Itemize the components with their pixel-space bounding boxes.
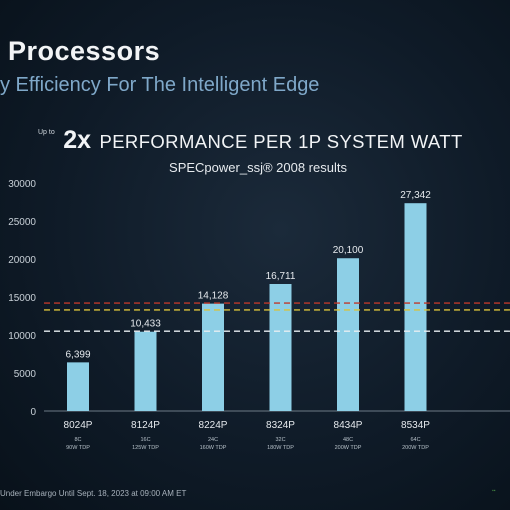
bar-value-label: 16,711 [266,271,296,282]
y-tick-label: 5000 [14,369,37,380]
bar [269,283,292,411]
bar-value-label: 6,399 [65,349,90,360]
y-tick-label: 10000 [8,331,36,342]
bar [337,258,359,411]
y-tick-label: 25000 [8,217,36,228]
bar [404,203,427,411]
x-tick-label: 8224P [199,420,228,431]
bar [67,362,89,411]
y-tick-label: 20000 [8,255,36,266]
x-tick-core-count: 64C [410,437,420,443]
chart-headline: Up to 2x PERFORMANCE PER 1P SYSTEM WATT [38,126,463,155]
bar-value-label: 10,433 [130,319,161,330]
x-tick-core-count: 32C [275,437,285,443]
x-tick-label: 8534P [401,420,430,431]
headline-multiplier: 2x [63,126,91,154]
headline-up-to: Up to [38,129,55,136]
chart-subtitle: SPECpower_ssj® 2008 results [169,160,347,175]
x-tick-label: 8324P [266,420,295,431]
embargo-notice: Under Embargo Until Sept. 18, 2023 at 09… [0,489,187,498]
bar [134,331,157,411]
x-tick-core-count: 48C [343,437,353,443]
slide-title: Processors [8,36,161,66]
x-tick-tdp: 200W TDP [335,445,362,451]
x-tick-tdp: 125W TDP [132,445,159,451]
x-tick-label: 8124P [131,420,160,431]
x-tick-core-count: 16C [140,437,150,443]
x-tick-label: 8434P [334,420,363,431]
y-tick-label: 0 [30,407,36,418]
bar-value-label: 14,128 [198,291,229,302]
x-tick-tdp: 90W TDP [66,445,90,451]
y-tick-label: 15000 [8,293,36,304]
headline-text: PERFORMANCE PER 1P SYSTEM WATT [99,131,463,152]
x-tick-core-count: 24C [208,437,218,443]
x-tick-tdp: 200W TDP [402,445,429,451]
x-tick-label: 8024P [64,420,93,431]
x-tick-core-count: 8C [74,437,81,443]
x-tick-tdp: 180W TDP [267,445,294,451]
corner-mark: ▪▪ [492,488,496,494]
bar-value-label: 27,342 [400,190,431,201]
y-tick-label: 30000 [8,179,36,190]
x-tick-tdp: 160W TDP [200,445,227,451]
bar-value-label: 20,100 [333,245,364,256]
slide-subtitle: y Efficiency For The Intelligent Edge [0,74,320,96]
bar [202,303,224,411]
